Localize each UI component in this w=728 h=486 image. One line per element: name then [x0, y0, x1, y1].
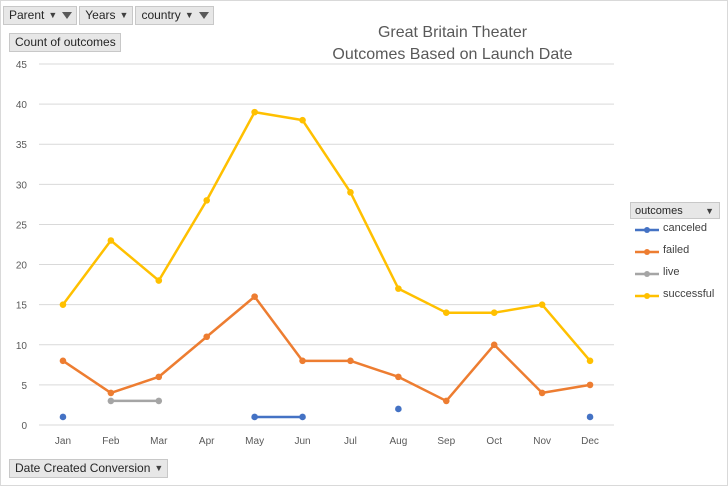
- data-point-successful: [107, 237, 115, 244]
- data-point-successful: [299, 116, 306, 124]
- value-field-label: Count of outcomes: [15, 35, 116, 49]
- legend-field-label: outcomes: [635, 205, 683, 217]
- legend-item-live[interactable]: live: [630, 263, 720, 285]
- filter-parent-label: Parent: [9, 8, 45, 22]
- x-tick-label: May: [245, 436, 264, 447]
- legend-swatch: [635, 293, 659, 299]
- chart-title-line-1: Great Britain Theater: [377, 24, 528, 41]
- x-tick-label: Aug: [389, 436, 407, 447]
- axis-field-button[interactable]: Date Created Conversion ▼: [9, 459, 169, 478]
- data-point-failed: [490, 341, 498, 349]
- data-point-successful: [347, 189, 354, 196]
- legend-item-canceled[interactable]: canceled: [630, 219, 720, 241]
- data-point-successful: [538, 301, 546, 308]
- x-tick-label: Sep: [437, 436, 455, 447]
- data-point-failed: [395, 373, 402, 381]
- data-point-canceled: [299, 413, 306, 421]
- data-point-successful: [490, 309, 498, 316]
- filter-funnel-icon: [62, 12, 73, 19]
- data-point-failed: [155, 373, 163, 381]
- legend-swatch: [635, 271, 659, 277]
- legend-items: canceled failed live successful: [630, 219, 720, 307]
- legend-label: live: [663, 266, 680, 278]
- chevron-down-icon: ▼: [154, 463, 164, 473]
- x-tick-label: Apr: [199, 436, 215, 447]
- legend-swatch: [635, 227, 659, 233]
- x-tick-label: Dec: [581, 436, 599, 447]
- data-point-canceled: [251, 413, 258, 421]
- series-line-failed: [61, 295, 592, 403]
- legend-item-failed[interactable]: failed: [630, 241, 720, 263]
- data-point-failed: [538, 389, 546, 397]
- data-point-successful: [203, 197, 211, 204]
- chart-title-line-2: Outcomes Based on Launch Date: [332, 46, 573, 63]
- legend-swatch: [635, 249, 659, 255]
- x-tick-label: Jan: [55, 436, 71, 447]
- data-point-failed: [203, 333, 211, 341]
- filter-country-label: country: [141, 8, 181, 22]
- filter-funnel-icon: [198, 12, 209, 19]
- data-point-successful: [155, 277, 163, 284]
- data-point-live: [107, 397, 115, 405]
- data-point-failed: [59, 357, 67, 365]
- data-point-canceled: [586, 413, 594, 421]
- legend-item-successful[interactable]: successful: [630, 285, 720, 307]
- y-tick-label: 45: [16, 60, 28, 71]
- y-tick-label: 35: [16, 140, 28, 151]
- data-point-failed: [442, 397, 450, 405]
- data-point-canceled: [59, 413, 67, 421]
- filter-years-label: Years: [85, 8, 116, 22]
- y-tick-label: 40: [16, 100, 28, 111]
- data-point-successful: [251, 108, 258, 116]
- y-tick-label: 5: [21, 381, 27, 392]
- x-tick-label: Jun: [294, 436, 310, 447]
- y-tick-label: 0: [21, 421, 27, 432]
- data-point-successful: [442, 309, 450, 316]
- chart-title: Great Britain Theater Outcomes Based on …: [320, 22, 585, 66]
- data-point-failed: [586, 381, 594, 389]
- data-point-failed: [299, 357, 306, 365]
- x-tick-label: Oct: [486, 436, 502, 447]
- data-point-live: [155, 397, 163, 405]
- y-tick-label: 15: [16, 301, 28, 312]
- data-point-failed: [107, 389, 115, 397]
- filter-parent-button[interactable]: Parent ▼: [3, 6, 78, 25]
- chevron-down-icon: ▼: [48, 10, 58, 20]
- series-line-successful: [61, 110, 592, 363]
- data-point-failed: [347, 357, 354, 365]
- axis-field-label: Date Created Conversion: [15, 461, 151, 475]
- data-point-successful: [586, 357, 594, 365]
- data-point-successful: [395, 285, 402, 292]
- chevron-down-icon: ▼: [119, 10, 129, 20]
- legend-label: failed: [663, 244, 690, 256]
- data-point-successful: [59, 301, 67, 308]
- y-tick-label: 10: [16, 341, 28, 352]
- filter-country-button[interactable]: country ▼: [135, 6, 214, 25]
- x-tick-label: Jul: [344, 436, 357, 447]
- data-point-canceled: [395, 405, 402, 413]
- legend-label: successful: [663, 288, 715, 300]
- legend-label: canceled: [663, 222, 708, 234]
- x-tick-label: Feb: [102, 436, 120, 447]
- y-tick-label: 25: [16, 220, 28, 231]
- x-tick-label: Nov: [533, 436, 551, 447]
- chevron-down-icon: ▼: [184, 10, 194, 20]
- legend: outcomes ▼ canceled failed live successful: [630, 202, 720, 307]
- filter-years-button[interactable]: Years ▼: [79, 6, 134, 25]
- x-tick-label: Mar: [150, 436, 168, 447]
- y-tick-label: 20: [16, 261, 28, 272]
- chevron-down-icon: ▼: [705, 206, 714, 216]
- data-point-failed: [251, 293, 258, 300]
- value-field-button[interactable]: Count of outcomes: [9, 33, 121, 52]
- y-tick-label: 30: [16, 180, 28, 191]
- report-filter-bar: Parent ▼ Years ▼ country ▼: [3, 6, 214, 25]
- legend-field-button[interactable]: outcomes ▼: [630, 202, 720, 219]
